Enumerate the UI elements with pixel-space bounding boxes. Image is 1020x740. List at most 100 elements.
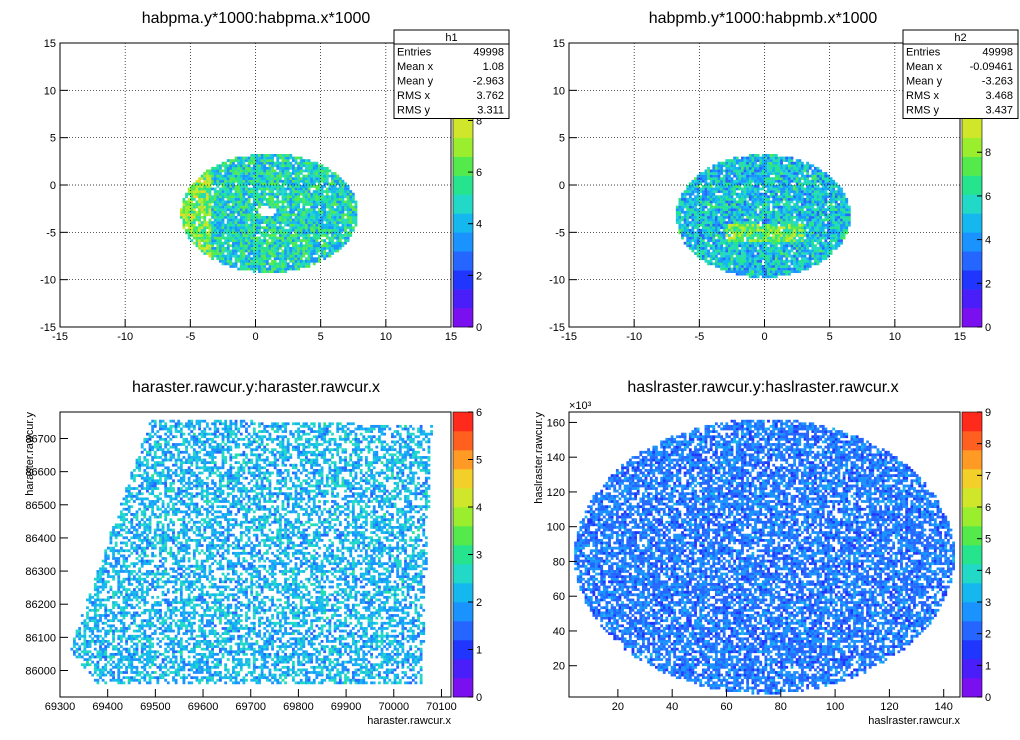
heatmap-cell	[796, 260, 799, 263]
heatmap-cell	[328, 252, 331, 255]
heatmap-cell	[723, 203, 726, 206]
heatmap-cell	[811, 200, 814, 203]
heatmap-cell	[783, 239, 786, 242]
heatmap-cell	[759, 193, 762, 196]
heatmap-cell	[232, 250, 235, 253]
heatmap-cell	[261, 198, 264, 201]
heatmap-cell	[804, 167, 807, 170]
heatmap-cell	[229, 208, 232, 211]
heatmap-cell	[99, 643, 102, 646]
heatmap-cell	[689, 234, 692, 237]
heatmap-cell	[206, 190, 209, 193]
heatmap-cell	[297, 224, 300, 227]
heatmap-cell	[686, 206, 689, 209]
heatmap-cell	[287, 193, 290, 196]
heatmap-cell	[313, 244, 316, 247]
heatmap-cell	[681, 206, 684, 209]
heatmap-cell	[313, 242, 316, 245]
heatmap-cell	[801, 203, 804, 206]
heatmap-cell	[751, 270, 754, 273]
heatmap-cell	[229, 177, 232, 180]
heatmap-cell	[292, 268, 295, 271]
heatmap-cell	[793, 198, 796, 201]
heatmap-cell	[728, 265, 731, 268]
heatmap-cell	[282, 172, 285, 175]
heatmap-cell	[804, 170, 807, 173]
heatmap-cell	[211, 180, 214, 183]
heatmap-cell	[751, 177, 754, 180]
heatmap-cell	[772, 157, 775, 160]
heatmap-cell	[297, 221, 300, 224]
heatmap-cell	[289, 206, 292, 209]
heatmap-cell	[796, 175, 799, 178]
heatmap-cell	[806, 257, 809, 260]
heatmap-cell	[256, 244, 259, 247]
heatmap-cell	[321, 180, 324, 183]
heatmap-cell	[754, 262, 757, 265]
heatmap-cell	[720, 190, 723, 193]
heatmap-cell	[811, 252, 814, 255]
heatmap-cell	[313, 234, 316, 237]
heatmap-cell	[261, 154, 264, 157]
heatmap-cell	[229, 190, 232, 193]
heatmap-cell	[731, 219, 734, 222]
heatmap-cell	[232, 195, 235, 198]
heatmap-cell	[715, 195, 718, 198]
heatmap-cell	[216, 170, 219, 173]
heatmap-cell	[269, 221, 272, 224]
heatmap-cell	[702, 175, 705, 178]
heatmap-cell	[211, 234, 214, 237]
heatmap-cell	[759, 164, 762, 167]
heatmap-cell	[89, 640, 92, 643]
heatmap-cell	[759, 162, 762, 165]
heatmap-cell	[733, 167, 736, 170]
heatmap-cell	[705, 203, 708, 206]
heatmap-cell	[203, 221, 206, 224]
heatmap-cell	[224, 206, 227, 209]
heatmap-cell	[686, 237, 689, 240]
heatmap-cell	[211, 208, 214, 211]
heatmap-cell	[785, 157, 788, 160]
heatmap-cell	[274, 234, 277, 237]
heatmap-cell	[279, 177, 282, 180]
heatmap-cell	[349, 198, 352, 201]
heatmap-cell	[342, 198, 345, 201]
heatmap-cell	[720, 219, 723, 222]
heatmap-cell	[796, 221, 799, 224]
heatmap-cell	[185, 203, 188, 206]
heatmap-cell	[211, 221, 214, 224]
heatmap-cell	[837, 221, 840, 224]
heatmap-cell	[219, 239, 222, 242]
heatmap-cell	[295, 213, 298, 216]
heatmap-cell	[801, 231, 804, 234]
heatmap-cell	[738, 200, 741, 203]
heatmap-cell	[102, 679, 105, 682]
heatmap-cell	[248, 231, 251, 234]
heatmap-cell	[791, 188, 794, 191]
heatmap-cell	[765, 213, 768, 216]
heatmap-cell	[342, 195, 345, 198]
heatmap-cell	[245, 265, 248, 268]
heatmap-cell	[216, 237, 219, 240]
heatmap-cell	[300, 211, 303, 214]
heatmap-cell	[731, 170, 734, 173]
heatmap-cell	[788, 193, 791, 196]
heatmap-cell	[235, 221, 238, 224]
heatmap-cell	[261, 164, 264, 167]
heatmap-cell	[811, 231, 814, 234]
heatmap-cell	[305, 216, 308, 219]
heatmap-cell	[203, 234, 206, 237]
heatmap-cell	[193, 231, 196, 234]
heatmap-cell	[99, 591, 102, 594]
heatmap-cell	[308, 231, 311, 234]
heatmap-cell	[718, 195, 721, 198]
heatmap-cell	[749, 203, 752, 206]
heatmap-cell	[754, 234, 757, 237]
heatmap-cell	[310, 237, 313, 240]
heatmap-cell	[248, 177, 251, 180]
chart-panel-2: habpmb.y*1000:habpmb.x*1000-15 -10 -5 0 5 10 1…	[549, 10, 1018, 343]
heatmap-cell	[778, 257, 781, 260]
heatmap-cell	[266, 219, 269, 222]
heatmap-cell	[185, 229, 188, 232]
heatmap-cell	[261, 193, 264, 196]
